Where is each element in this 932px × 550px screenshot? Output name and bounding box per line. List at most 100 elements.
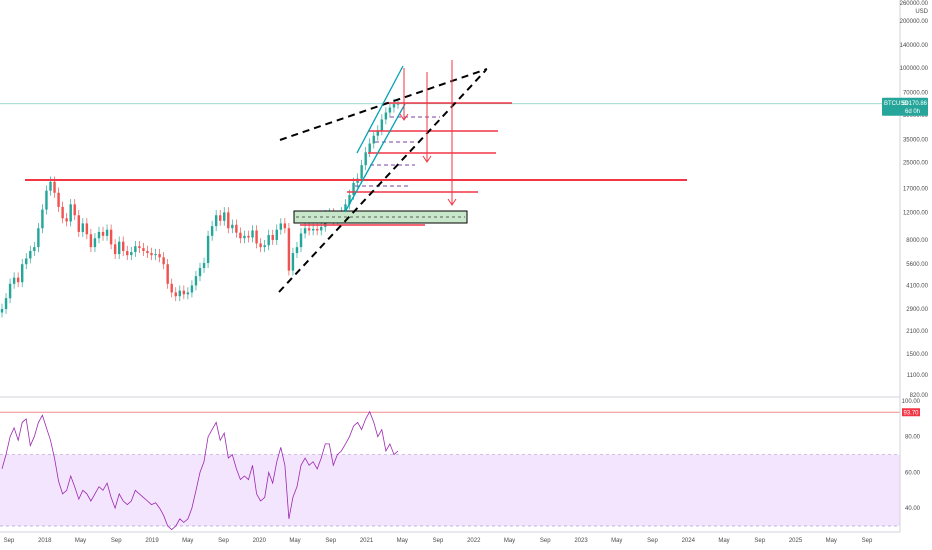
candle-body: [388, 107, 392, 113]
candle-body: [16, 277, 20, 283]
candle-body: [85, 223, 89, 235]
candle-body: [279, 223, 283, 230]
candle-body: [255, 230, 258, 244]
candle-body: [352, 182, 355, 195]
candle-body: [182, 290, 186, 295]
price-tick-label: 17000.00: [903, 187, 929, 193]
channel-lower-line: [344, 103, 406, 213]
candle-body: [283, 223, 287, 229]
candle-body: [231, 224, 234, 229]
time-tick-label: May: [75, 538, 86, 544]
target-arrow-head: [399, 113, 409, 121]
candle-body: [267, 235, 270, 246]
candle-body: [20, 264, 24, 283]
candle-body: [77, 215, 80, 232]
candle-body: [198, 267, 202, 277]
rsi-value-label: 93.70: [903, 410, 919, 416]
candle-body: [117, 241, 121, 255]
price-tick-label: 260000.00: [900, 1, 929, 7]
price-tick-label: 70000.00: [903, 90, 929, 96]
candle-body: [146, 251, 149, 254]
candle-body: [53, 181, 56, 193]
candle-body: [166, 264, 169, 284]
candle-body: [4, 298, 8, 310]
price-tick-label: 5600.00: [906, 262, 928, 268]
time-tick-label: May: [718, 538, 729, 544]
candle-body: [380, 119, 384, 131]
candle-body: [239, 232, 242, 239]
price-tick-label: 820.00: [910, 393, 929, 399]
candle-body: [186, 292, 190, 295]
candle-body: [210, 226, 214, 236]
candle-body: [29, 251, 32, 259]
price-tick-label: 35000.00: [903, 137, 929, 143]
candle-body: [259, 243, 262, 248]
candle-body: [311, 228, 315, 231]
rsi-value-tag: [902, 408, 920, 417]
time-tick-label: May: [182, 538, 193, 544]
price-tick-label: 50000.00: [903, 113, 929, 119]
price-axis[interactable]: 260000.00 200000.00 140000.00 100000.00 7000…: [882, 1, 929, 399]
candle-body: [174, 292, 177, 297]
price-pane[interactable]: [0, 60, 900, 318]
time-tick-label: 2018: [38, 538, 52, 544]
time-axis[interactable]: Sep 2018 May Sep 2019 May Sep 2020 May Sep 2021 May…: [4, 538, 873, 544]
price-axis-unit: USD: [915, 9, 928, 15]
candle-body: [271, 235, 274, 240]
candle-body: [348, 194, 351, 205]
price-tick-label: 4100.00: [906, 283, 928, 289]
candle-body: [93, 238, 97, 248]
candle-body: [138, 246, 141, 249]
candle-body: [178, 290, 182, 297]
candle-body: [45, 190, 48, 210]
candle-body: [303, 228, 307, 234]
rsi-pane[interactable]: [0, 410, 900, 531]
candle-body: [142, 248, 145, 252]
candle-body: [89, 234, 93, 248]
time-tick-label: Sep: [218, 538, 229, 544]
candle-body: [235, 224, 238, 233]
candle-body: [109, 229, 113, 245]
candle-body: [307, 228, 311, 231]
candle-body: [392, 103, 396, 108]
candle-body: [41, 209, 44, 229]
candle-body: [97, 231, 101, 239]
time-tick-label: May: [504, 538, 515, 544]
rsi-tick-label: 60.00: [905, 470, 921, 476]
candle-body: [49, 181, 52, 191]
candle-body: [227, 212, 230, 229]
time-tick-label: Sep: [754, 538, 765, 544]
candle-body: [223, 212, 226, 221]
candle-body: [295, 247, 299, 254]
price-tick-label: 1100.00: [907, 373, 929, 379]
time-tick-label: 2021: [360, 538, 374, 544]
price-tick-label: 12000.00: [903, 210, 929, 216]
candle-body: [372, 135, 375, 144]
candle-body: [251, 230, 254, 238]
candle-body: [37, 228, 40, 248]
current-price-tag: [882, 97, 928, 116]
time-tick-label: 2025: [789, 538, 803, 544]
time-tick-label: Sep: [540, 538, 551, 544]
price-tick-label: 2100.00: [906, 329, 928, 335]
time-tick-label: 2019: [145, 538, 159, 544]
time-tick-label: 2020: [253, 538, 267, 544]
candle-body: [368, 143, 371, 153]
candle-body: [320, 226, 323, 231]
candle-body: [158, 254, 161, 258]
time-tick-label: Sep: [433, 538, 444, 544]
rsi-tick-label: 80.00: [905, 435, 921, 441]
current-price-label: BTCUSD: [884, 101, 909, 107]
price-tick-label: 8000.00: [906, 238, 928, 244]
time-tick-label: Sep: [325, 538, 336, 544]
rsi-line: [1, 410, 399, 531]
candle-body: [81, 223, 85, 232]
price-tick-label: 25000.00: [903, 160, 929, 166]
rsi-axis[interactable]: 100.00 80.00 60.00 40.00 93.70: [902, 399, 921, 512]
candle-body: [73, 204, 76, 216]
channel-upper-line: [356, 65, 404, 154]
candle-body: [126, 251, 129, 256]
candle-body: [162, 257, 165, 265]
bar-countdown: 6d 0h: [905, 109, 920, 115]
